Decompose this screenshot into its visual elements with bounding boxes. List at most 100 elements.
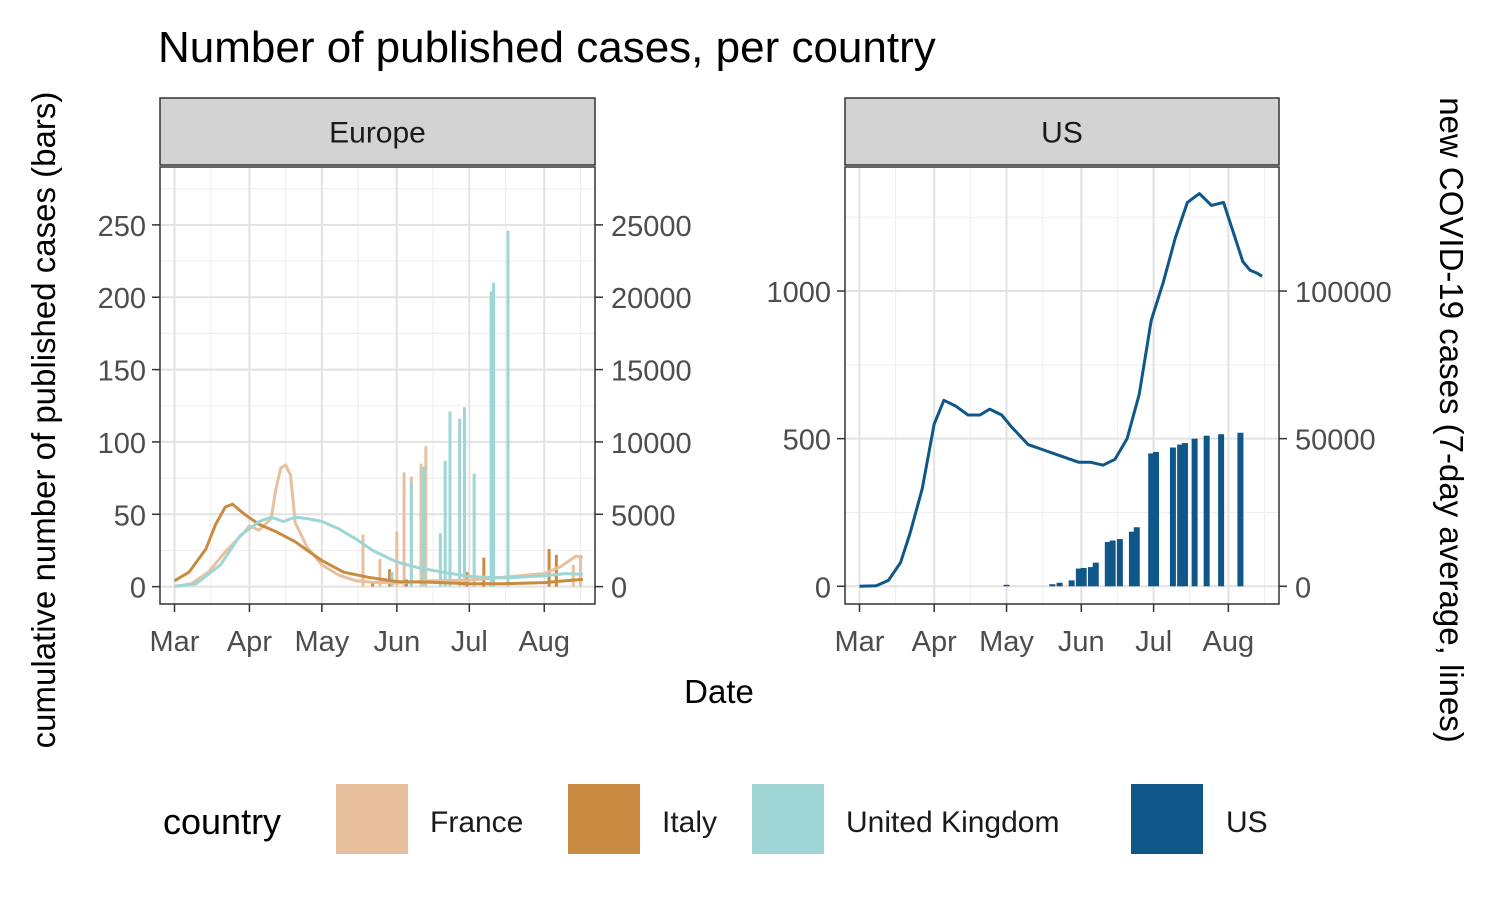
y-axis-right-label: new COVID-19 cases (7-day average, lines… xyxy=(1433,97,1470,743)
x-tick-label: Apr xyxy=(912,626,957,658)
bar-france xyxy=(419,463,423,587)
y-right-tick-label: 10000 xyxy=(611,428,692,460)
bar-us xyxy=(1218,434,1225,587)
bar-us xyxy=(1104,541,1111,587)
bar-united-kingdom xyxy=(421,466,425,587)
plot-background xyxy=(160,167,595,604)
y-right-tick-label: 100000 xyxy=(1295,277,1392,309)
panel-border xyxy=(159,166,596,605)
legend: country France Italy United Kingdom US xyxy=(163,784,1268,854)
y-left-tick-label: 200 xyxy=(98,283,146,315)
bar-france xyxy=(424,446,428,587)
facet-panel-us: US 0 500 1000 0 50000 100000 Mar Apr May Jun Jul Aug xyxy=(766,97,1392,658)
bar-italy xyxy=(554,554,558,587)
facet-panels: Europe0501001502002500500010000150002000… xyxy=(98,97,1392,658)
legend-label-us: US xyxy=(1226,806,1268,839)
bar-us xyxy=(1128,531,1135,587)
bar-us xyxy=(1203,435,1210,587)
x-tick-label: Mar xyxy=(834,626,884,658)
legend-title: country xyxy=(163,801,281,842)
bar-united-kingdom xyxy=(458,418,462,587)
facet-strip-label: Europe xyxy=(329,117,426,150)
bar-italy xyxy=(388,569,392,587)
bar-italy xyxy=(482,557,486,587)
bar-italy xyxy=(371,582,375,587)
bar-us xyxy=(1153,451,1160,587)
y-right-tick-label: 15000 xyxy=(611,356,692,388)
y-right-tick-label: 50000 xyxy=(1295,425,1376,457)
panel-border xyxy=(844,166,1280,605)
bar-france xyxy=(571,564,575,587)
line-italy xyxy=(173,502,584,586)
y-left-tick-label: 50 xyxy=(114,500,146,532)
bar-us xyxy=(1049,584,1056,587)
bar-us xyxy=(1148,453,1155,587)
x-tick-label: Mar xyxy=(150,626,200,658)
y-left-tick-label: 150 xyxy=(98,356,146,388)
plot-background xyxy=(845,167,1279,604)
y-left-tick-label: 500 xyxy=(783,425,831,457)
bar-united-kingdom xyxy=(409,482,413,587)
legend-label-italy: Italy xyxy=(662,806,717,839)
y-left-tick-label: 100 xyxy=(98,428,146,460)
x-tick-label: Apr xyxy=(227,626,272,658)
bar-us xyxy=(1191,438,1198,587)
bar-france xyxy=(361,534,365,587)
bar-us xyxy=(1087,567,1094,587)
bar-us xyxy=(1092,562,1099,587)
x-axis-label: Date xyxy=(684,673,754,710)
bar-us xyxy=(1116,539,1123,587)
bar-united-kingdom xyxy=(448,411,452,587)
y-axis-left-label: cumulative number of published cases (ba… xyxy=(25,92,62,749)
x-tick-label: Jul xyxy=(451,626,488,658)
y-left-tick-label: 0 xyxy=(815,572,831,604)
bar-us xyxy=(1181,443,1188,587)
x-tick-label: Aug xyxy=(518,626,570,658)
bar-us xyxy=(1109,540,1116,587)
bar-france xyxy=(579,554,582,587)
x-tick-label: Aug xyxy=(1203,626,1255,658)
bar-us xyxy=(1068,580,1075,587)
x-tick-label: Jul xyxy=(1135,626,1172,658)
bar-united-kingdom xyxy=(506,230,510,587)
bar-us xyxy=(1177,444,1184,587)
x-tick-label: Jun xyxy=(373,626,420,658)
y-left-tick-label: 250 xyxy=(98,211,146,243)
facet-strip-label: US xyxy=(1041,117,1083,150)
x-tick-label: May xyxy=(979,626,1034,658)
y-right-tick-label: 0 xyxy=(1295,572,1311,604)
gridlines xyxy=(160,167,595,604)
legend-swatch-us xyxy=(1131,784,1203,854)
bar-united-kingdom xyxy=(438,533,442,587)
bar-us xyxy=(1080,567,1087,587)
y-right-tick-label: 25000 xyxy=(611,211,692,243)
bar-us xyxy=(1003,584,1010,587)
bar-us xyxy=(1133,527,1140,587)
legend-label-france: France xyxy=(430,806,523,839)
legend-swatch-united-kingdom xyxy=(752,784,824,854)
x-tick-label: May xyxy=(295,626,350,658)
bar-italy xyxy=(547,549,551,587)
gridlines xyxy=(845,167,1279,604)
y-right-tick-label: 5000 xyxy=(611,500,676,532)
bar-united-kingdom xyxy=(489,291,493,587)
legend-label-united-kingdom: United Kingdom xyxy=(846,806,1059,839)
bar-united-kingdom xyxy=(443,460,447,587)
bar-us xyxy=(1075,568,1082,587)
bar-united-kingdom xyxy=(472,473,476,587)
bar-series-us xyxy=(1003,432,1244,587)
bar-series-united-kingdom xyxy=(390,230,510,587)
facet-strip xyxy=(844,97,1280,166)
bar-us xyxy=(1237,432,1244,587)
bar-france xyxy=(395,531,399,587)
legend-swatch-france xyxy=(336,784,408,854)
bar-france xyxy=(378,559,382,587)
y-left-tick-label: 0 xyxy=(130,573,146,605)
line-united-kingdom xyxy=(174,515,583,588)
x-tick-label: Jun xyxy=(1058,626,1105,658)
legend-swatch-italy xyxy=(568,784,640,854)
bar-us xyxy=(1169,447,1176,587)
facet-panel-europe: Europe 0 50 100 150 200 250 0 5000 10000 15000 2000… xyxy=(98,97,692,658)
